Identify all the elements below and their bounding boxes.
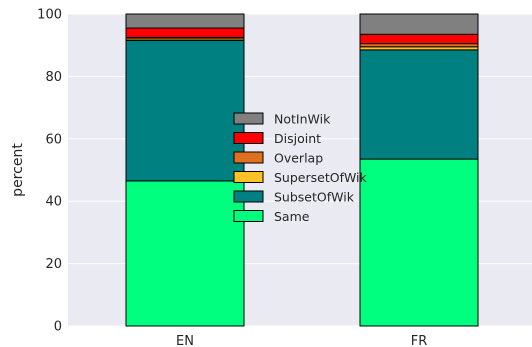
bar-segment-disjoint — [359, 33, 479, 45]
legend-label: SubsetOfWik — [274, 190, 355, 205]
x-tick-label: EN — [176, 334, 194, 347]
legend-swatch — [233, 171, 264, 183]
y-axis-label: percent — [10, 143, 26, 197]
legend-swatch — [233, 132, 264, 144]
bars — [125, 13, 479, 327]
legend-label: Overlap — [274, 151, 323, 166]
bar-segment-same — [125, 180, 245, 327]
bar-segment-disjoint — [125, 27, 245, 38]
y-tick-label: 40 — [45, 195, 62, 210]
legend: NotInWik Disjoint Overlap SupersetOfWik Subs… — [233, 112, 368, 224]
y-tick-label: 100 — [37, 8, 62, 23]
legend-label: Same — [274, 209, 310, 224]
legend-swatch — [233, 112, 264, 125]
y-tick-label: 60 — [45, 132, 62, 147]
x-axis-ticks: EN FR — [176, 334, 427, 347]
legend-swatch — [233, 190, 264, 203]
y-tick-label: 80 — [45, 70, 62, 85]
bar-segment-notinwik — [359, 13, 479, 35]
bar-segment-subsetofwik — [125, 40, 245, 182]
y-tick-label: 20 — [45, 257, 62, 272]
bar-segment-same — [359, 158, 479, 327]
y-tick-label: 0 — [54, 320, 62, 335]
legend-swatch — [233, 210, 264, 222]
legend-label: Disjoint — [274, 131, 321, 146]
bar-segment-subsetofwik — [359, 49, 479, 160]
y-axis-ticks: 0 20 40 60 80 100 — [37, 8, 62, 335]
legend-swatch — [233, 151, 264, 164]
bar-segment-notinwik — [125, 13, 245, 29]
legend-label: NotInWik — [274, 112, 331, 127]
x-tick-label: FR — [411, 334, 428, 347]
legend-label: SupersetOfWik — [274, 170, 368, 185]
